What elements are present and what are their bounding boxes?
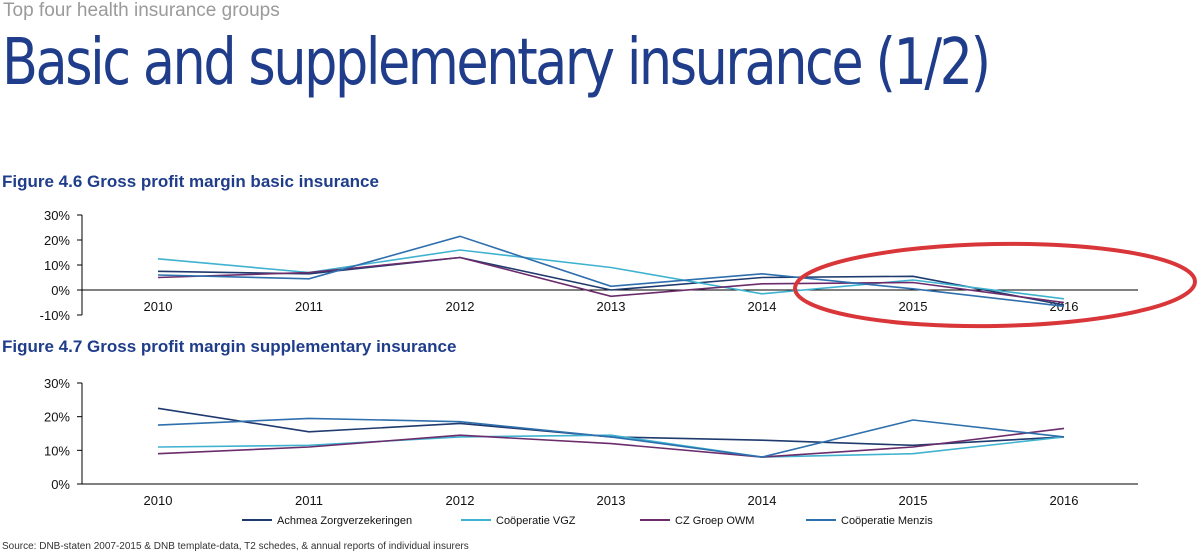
legend-label: Achmea Zorgverzekeringen xyxy=(277,515,412,527)
slide-title: Basic and supplementary insurance (1/2) xyxy=(2,26,991,100)
series-line-co-peratie-menzis xyxy=(157,235,1065,308)
x-tick-label: 2012 xyxy=(446,493,475,508)
highlight-ellipse xyxy=(793,241,1197,329)
legend-item: Achmea Zorgverzekeringen xyxy=(242,515,412,527)
x-tick-label: 2013 xyxy=(597,493,626,508)
x-tick-label: 2012 xyxy=(446,299,475,314)
legend-item: Coöperatie VGZ xyxy=(461,515,576,527)
x-tick-label: 2014 xyxy=(748,299,777,314)
x-tick-label: 2013 xyxy=(597,299,626,314)
chart-1: 30% 20% 10% 0% -10% 2010 2011 2012 2013 2014 2015 2… xyxy=(40,208,1197,329)
y-tick-label: 10% xyxy=(44,443,70,458)
y-tick-label: 20% xyxy=(44,410,70,425)
series-line-co-peratie-menzis xyxy=(157,417,1065,458)
source-note: Source: DNB-staten 2007-2015 & DNB templ… xyxy=(2,541,469,552)
y-tick-label: 30% xyxy=(44,208,70,223)
series-line-co-peratie-vgz xyxy=(157,434,1065,458)
figure-4-7-title: Figure 4.7 Gross profit margin supplemen… xyxy=(2,337,457,356)
legend-label: Coöperatie VGZ xyxy=(496,515,576,527)
series-line-achmea-zorgverzekeringen xyxy=(157,256,1065,306)
y-tick-label: -10% xyxy=(40,308,71,323)
y-tick-label: 30% xyxy=(44,376,70,391)
legend-label: Coöperatie Menzis xyxy=(841,515,933,527)
y-tick-label: 0% xyxy=(51,283,70,298)
legend-item: Coöperatie Menzis xyxy=(806,515,933,527)
y-tick-label: 20% xyxy=(44,233,70,248)
y-tick-label: 0% xyxy=(51,477,70,492)
series-line-cz-groep-owm xyxy=(157,427,1065,458)
series-line-co-peratie-vgz xyxy=(157,249,1065,300)
legend-item: CZ Groep OWM xyxy=(640,515,754,527)
x-tick-label: 2010 xyxy=(144,493,173,508)
x-tick-label: 2016 xyxy=(1050,299,1079,314)
series-line-achmea-zorgverzekeringen xyxy=(157,407,1065,447)
figure-4-6-title: Figure 4.6 Gross profit margin basic ins… xyxy=(2,172,379,191)
x-tick-label: 2010 xyxy=(144,299,173,314)
chart-2: 30% 20% 10% 0% 2010 2011 2012 2013 2014 2015 2016 A… xyxy=(44,376,1138,527)
x-tick-label: 2011 xyxy=(295,299,323,314)
x-tick-label: 2016 xyxy=(1050,493,1079,508)
x-tick-label: 2015 xyxy=(899,299,928,314)
y-tick-label: 10% xyxy=(44,258,70,273)
x-tick-label: 2014 xyxy=(748,493,777,508)
legend-label: CZ Groep OWM xyxy=(675,515,754,527)
x-tick-label: 2011 xyxy=(295,493,323,508)
series-line-cz-groep-owm xyxy=(157,256,1065,304)
x-tick-label: 2015 xyxy=(899,493,928,508)
slide-kicker: Top four health insurance groups xyxy=(3,0,280,21)
